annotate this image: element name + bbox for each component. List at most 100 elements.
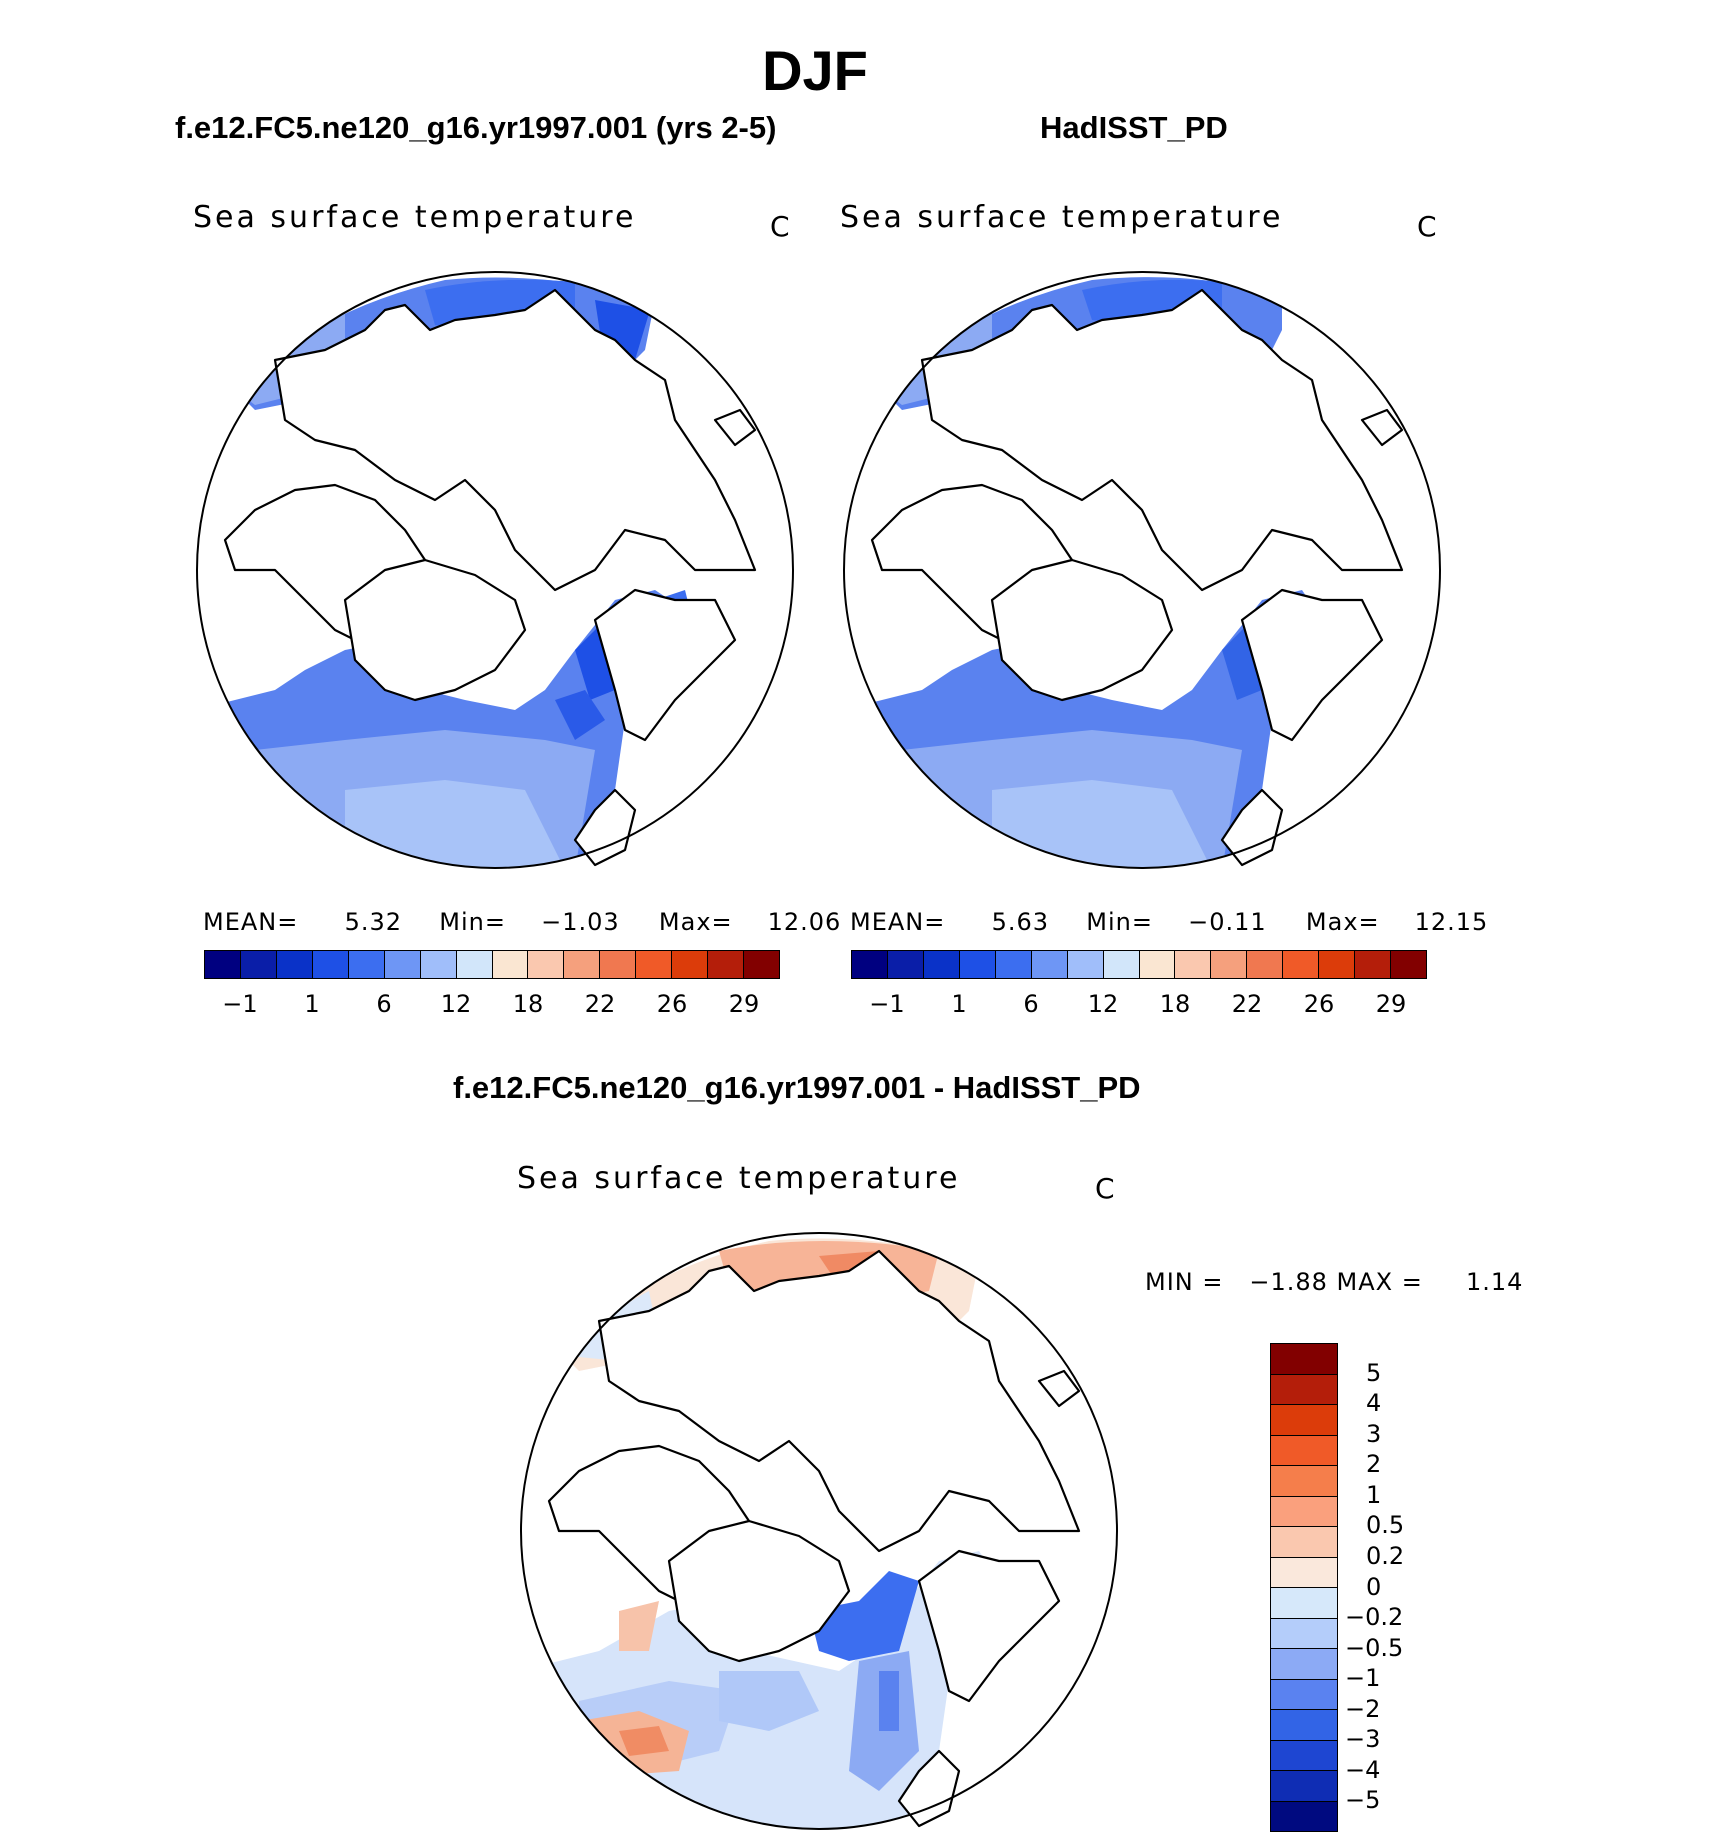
colorbar-swatch: [1271, 1557, 1337, 1588]
colorbar-swatch: [528, 951, 565, 978]
colorbar-swatch: [1175, 951, 1212, 978]
model-subtitle: f.e12.FC5.ne120_g16.yr1997.001 (yrs 2-5): [175, 110, 777, 145]
colorbar-tick-label: −1: [222, 990, 258, 1018]
colorbar-swatch: [1283, 951, 1320, 978]
obs-units-label: C: [1417, 210, 1437, 243]
colorbar-swatch: [1139, 951, 1176, 978]
colorbar-tick-label: −0.5: [1345, 1633, 1404, 1662]
colorbar-swatch: [1247, 951, 1284, 978]
obs-mean-label: MEAN=: [850, 908, 946, 936]
colorbar-tick-label: 18: [1159, 990, 1191, 1018]
model-variable-label: Sea surface temperature: [193, 200, 637, 235]
colorbar-swatch: [348, 951, 385, 978]
colorbar-swatch: [600, 951, 637, 978]
colorbar-swatch: [1271, 1496, 1337, 1527]
obs-mean-value: 5.63: [991, 908, 1049, 936]
model-min-value: −1.03: [541, 908, 620, 936]
main-title: DJF: [762, 39, 868, 102]
colorbar-swatch: [1271, 1679, 1337, 1710]
colorbar-swatch: [1271, 1374, 1337, 1405]
colorbar-tick-label: 26: [1303, 990, 1335, 1018]
colorbar-tick-label: 1: [1366, 1480, 1382, 1509]
colorbar-tick-label: 18: [512, 990, 544, 1018]
colorbar-swatch: [1391, 951, 1426, 978]
colorbar-tick-label: 22: [584, 990, 616, 1018]
colorbar-swatch: [995, 951, 1032, 978]
model-min-label: Min=: [439, 908, 506, 936]
colorbar-swatch: [384, 951, 421, 978]
colorbar-tick-label: −1: [1345, 1664, 1381, 1693]
diff-minmax: MIN = −1.88 MAX = 1.14: [1145, 1268, 1524, 1296]
diff-polar-map: [520, 1232, 1118, 1830]
colorbar-swatch: [923, 951, 960, 978]
colorbar-tick-label: 12: [1087, 990, 1119, 1018]
colorbar-swatch: [1211, 951, 1248, 978]
obs-max-value: 12.15: [1414, 908, 1489, 936]
colorbar-tick-label: 0.5: [1366, 1511, 1405, 1540]
colorbar-swatch: [672, 951, 709, 978]
model-max-value: 12.06: [767, 908, 842, 936]
colorbar-swatch: [420, 951, 457, 978]
colorbar-tick-label: 6: [1023, 990, 1039, 1018]
colorbar-swatch: [1271, 1710, 1337, 1741]
colorbar-tick-label: −2: [1345, 1694, 1381, 1723]
colorbar-swatch: [564, 951, 601, 978]
colorbar-tick-label: 3: [1366, 1419, 1382, 1448]
colorbar-tick-label: 29: [1375, 990, 1407, 1018]
colorbar-swatch: [1271, 1771, 1337, 1802]
model-polar-map: [196, 271, 794, 869]
colorbar-swatch: [959, 951, 996, 978]
colorbar-swatch: [456, 951, 493, 978]
colorbar-swatch: [1271, 1588, 1337, 1619]
colorbar-swatch: [1271, 1801, 1337, 1831]
colorbar-tick-label: 2: [1366, 1450, 1382, 1479]
obs-variable-label: Sea surface temperature: [840, 200, 1284, 235]
colorbar-tick-label: 4: [1366, 1389, 1382, 1418]
diff-subtitle: f.e12.FC5.ne120_g16.yr1997.001 - HadISST…: [453, 1070, 1141, 1105]
colorbar-swatch: [492, 951, 529, 978]
colorbar-swatch: [1271, 1344, 1337, 1375]
colorbar-tick-label: −5: [1345, 1786, 1381, 1815]
colorbar-tick-label: 22: [1231, 990, 1263, 1018]
colorbar-swatch: [887, 951, 924, 978]
colorbar-swatch: [1103, 951, 1140, 978]
diff-units-label: C: [1095, 1172, 1115, 1205]
obs-polar-map: [843, 271, 1441, 869]
colorbar-swatch: [240, 951, 277, 978]
colorbar-swatch: [1271, 1618, 1337, 1649]
colorbar-swatch: [1319, 951, 1356, 978]
obs-min-value: −0.11: [1188, 908, 1267, 936]
colorbar-tick-label: 29: [728, 990, 760, 1018]
model-colorbar: [204, 950, 780, 979]
colorbar-swatch: [1067, 951, 1104, 978]
colorbar-tick-label: −4: [1345, 1755, 1381, 1784]
obs-max-label: Max=: [1305, 908, 1380, 936]
colorbar-swatch: [636, 951, 673, 978]
colorbar-tick-label: 0: [1366, 1572, 1382, 1601]
colorbar-tick-label: −0.2: [1345, 1603, 1404, 1632]
obs-subtitle: HadISST_PD: [1040, 110, 1228, 145]
colorbar-swatch: [852, 951, 888, 978]
colorbar-tick-label: 6: [376, 990, 392, 1018]
diff-variable-label: Sea surface temperature: [517, 1161, 961, 1196]
colorbar-swatch: [1271, 1740, 1337, 1771]
colorbar-swatch: [312, 951, 349, 978]
colorbar-tick-label: 0.2: [1366, 1541, 1405, 1570]
colorbar-tick-label: 1: [304, 990, 320, 1018]
colorbar-tick-label: 26: [656, 990, 688, 1018]
colorbar-swatch: [205, 951, 241, 978]
colorbar-swatch: [276, 951, 313, 978]
colorbar-swatch: [708, 951, 745, 978]
model-mean-value: 5.32: [344, 908, 402, 936]
colorbar-tick-label: −1: [869, 990, 905, 1018]
colorbar-tick-label: 1: [951, 990, 967, 1018]
colorbar-swatch: [1271, 1435, 1337, 1466]
colorbar-swatch: [1271, 1405, 1337, 1436]
colorbar-tick-label: 5: [1366, 1358, 1382, 1387]
colorbar-swatch: [1271, 1527, 1337, 1558]
diff-colorbar: [1270, 1343, 1338, 1832]
colorbar-swatch: [1031, 951, 1068, 978]
model-units-label: C: [770, 210, 790, 243]
model-mean-label: MEAN=: [203, 908, 299, 936]
colorbar-tick-label: −3: [1345, 1725, 1381, 1754]
